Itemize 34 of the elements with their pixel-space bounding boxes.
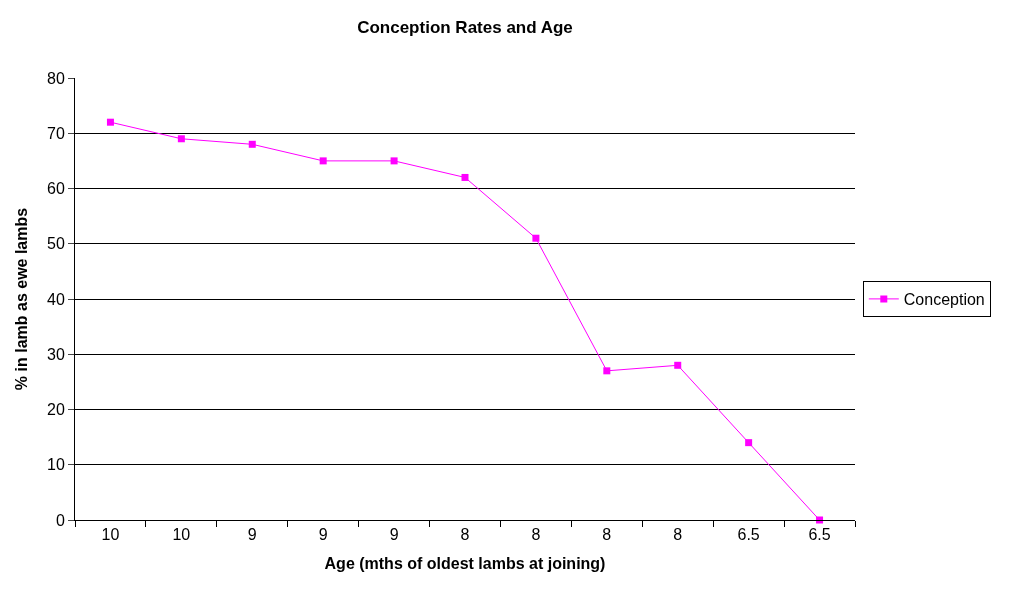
point: [177, 135, 185, 143]
chart-title: Conception Rates and Age: [357, 17, 573, 37]
y-tick-label: 40: [47, 290, 65, 308]
x-tick-label: 9: [389, 526, 399, 544]
x-tick-label: 9: [318, 526, 328, 544]
x-tick-label: 10: [172, 526, 191, 544]
x-axis-title: Age (mths of oldest lambs at joining): [324, 554, 606, 572]
y-tick-label: 10: [47, 456, 65, 474]
point: [390, 157, 398, 165]
y-tick-label: 60: [47, 180, 65, 198]
y-tick-label: 30: [47, 345, 65, 363]
x-tick-label: 8: [673, 526, 683, 544]
point: [745, 439, 753, 447]
legend-label: Conception: [903, 291, 985, 309]
x-tick-label: 6.5: [808, 526, 831, 544]
y-tick-label: 20: [47, 401, 65, 419]
point: [106, 118, 114, 126]
x-tick-label: 8: [531, 526, 541, 544]
y-tick-label: 80: [47, 69, 65, 87]
y-tick-label: 0: [55, 511, 65, 529]
x-tick-label: 8: [602, 526, 612, 544]
y-tick-label: 50: [47, 235, 65, 253]
y-tick-label: 70: [47, 124, 65, 142]
x-tick-label: 10: [101, 526, 120, 544]
point: [532, 234, 540, 242]
point: [248, 140, 256, 148]
point: [461, 173, 469, 181]
point: [319, 157, 327, 165]
x-tick-label: 6.5: [737, 526, 760, 544]
y-axis-title: % in lamb as ewe lambs: [12, 207, 30, 391]
x-tick-label: 9: [247, 526, 257, 544]
point: [674, 361, 682, 369]
x-tick-label: 8: [460, 526, 470, 544]
point: [603, 367, 611, 375]
